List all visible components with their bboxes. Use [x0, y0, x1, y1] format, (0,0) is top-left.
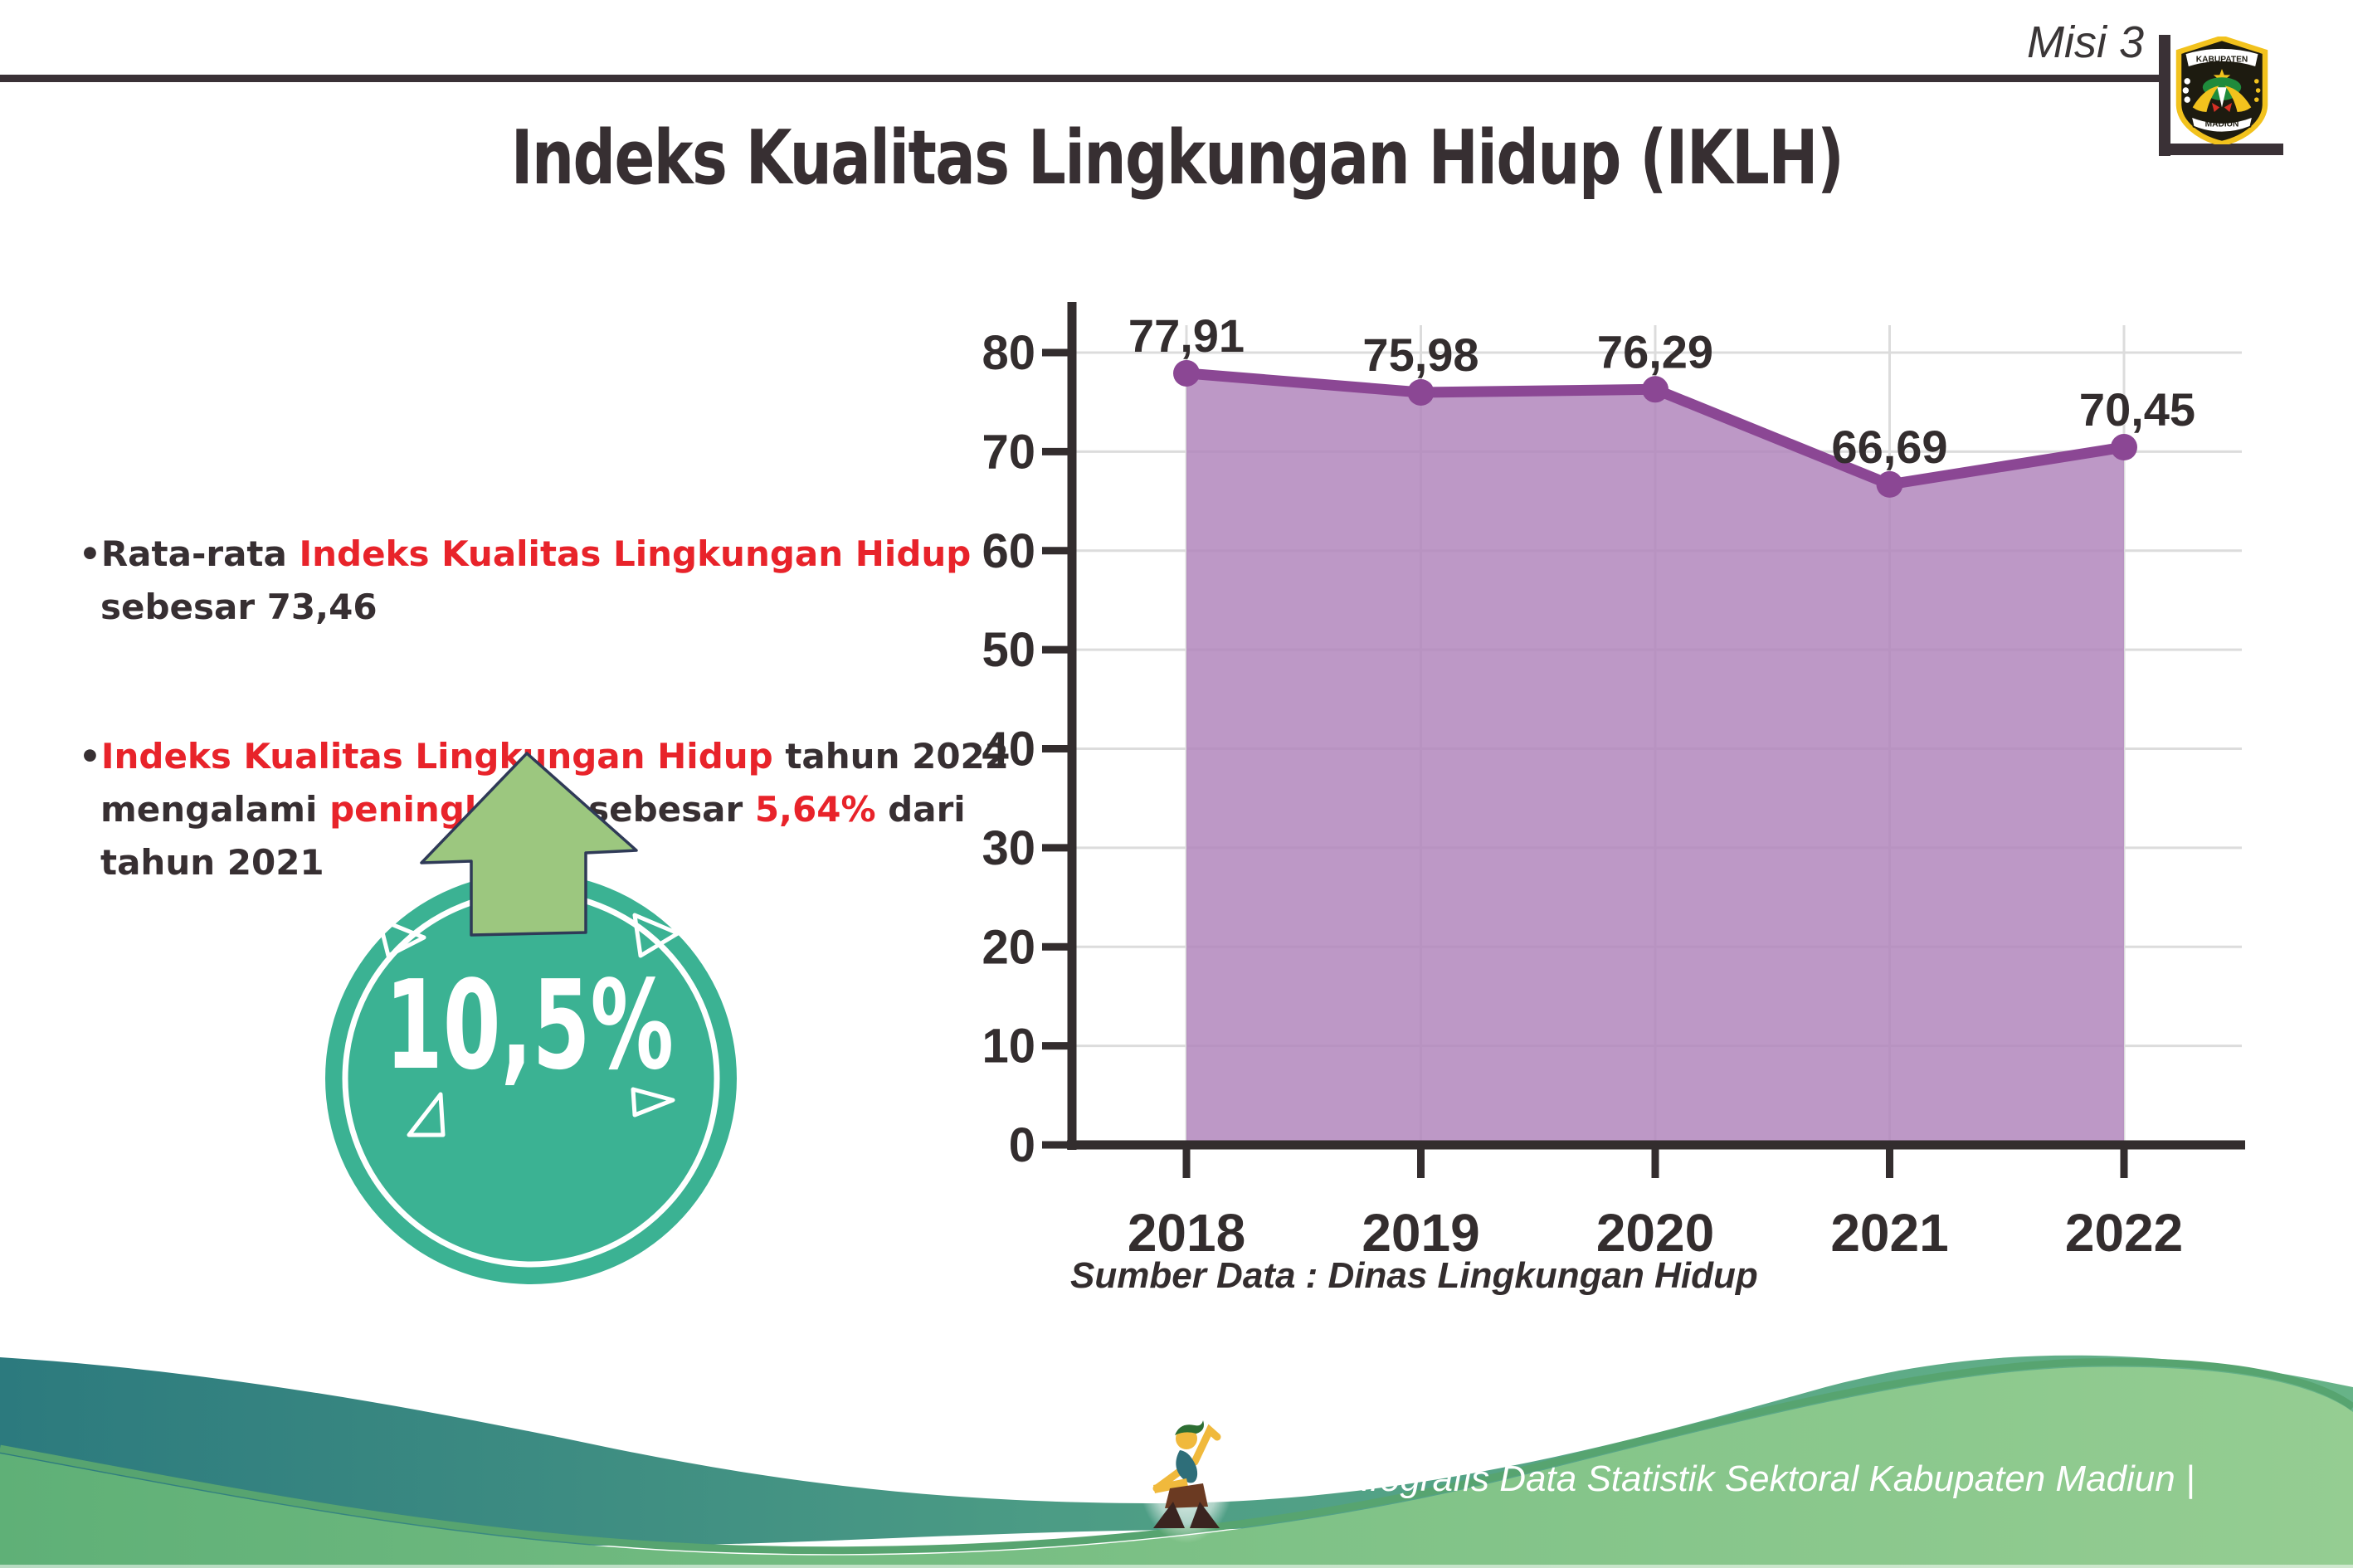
data-point	[1173, 359, 1200, 387]
logo-cotton-2	[2182, 87, 2190, 94]
chart-source-caption: Sumber Data : Dinas Lingkungan Hidup	[1070, 1255, 1758, 1296]
insight-text-highlight: Indeks Kualitas Lingkungan Hidup	[299, 533, 972, 574]
insight-text: •	[79, 736, 101, 777]
x-axis-label: 2019	[1362, 1203, 1479, 1263]
logo-right-wing	[2224, 85, 2252, 112]
value-label: 75,98	[1362, 329, 1479, 381]
y-tick-label: 20	[982, 920, 1035, 974]
logo-wheat-3	[2254, 97, 2259, 102]
mission-label: Misi 3	[2026, 17, 2144, 67]
logo-frame-vertical	[2159, 35, 2170, 156]
footer-credit: Media Infografis Data Statistik Sektoral…	[1230, 1458, 2195, 1499]
x-axis-label: 2020	[1596, 1203, 1714, 1263]
page-title-text: Indeks Kualitas Lingkungan Hidup (IKLH)	[510, 114, 1844, 202]
x-axis-label: 2022	[2065, 1203, 2183, 1263]
data-point	[2111, 434, 2137, 461]
data-point	[1642, 376, 1669, 403]
badge-spark-top-left	[377, 917, 426, 958]
footer-bottom-line	[0, 1565, 2353, 1568]
insight-text: tahun 2022 mengalami	[100, 736, 1009, 830]
badge-spark-bottom-left	[407, 1092, 446, 1137]
mascot-sash	[1153, 1478, 1188, 1493]
logo-red-ribbon-left	[2211, 102, 2220, 112]
mascot-head	[1176, 1428, 1197, 1449]
data-point	[1407, 378, 1435, 406]
y-tick-label: 50	[982, 623, 1035, 677]
y-tick-label: 30	[982, 821, 1035, 875]
mascot-raised-arm	[1191, 1424, 1221, 1466]
footer-wave	[0, 1355, 2353, 1568]
insight-text: sebesar 73,46	[100, 587, 378, 627]
logo-left-wing	[2192, 85, 2219, 112]
mascot-right-leg	[1190, 1502, 1220, 1528]
increase-badge: 10,5%	[325, 752, 737, 1284]
badge-circle	[325, 873, 737, 1284]
insight-text: sebesar	[576, 789, 755, 830]
mascot-skirt	[1165, 1483, 1208, 1508]
logo-red-ribbon-right	[2224, 102, 2233, 112]
y-tick-label: 0	[1009, 1118, 1035, 1172]
y-tick-label: 10	[982, 1020, 1035, 1074]
value-label: 77,91	[1128, 309, 1245, 362]
page-title: Indeks Kualitas Lingkungan Hidup (IKLH)	[0, 114, 2353, 202]
insight-text: •Rata-rata	[79, 533, 300, 574]
header-rule	[0, 75, 2165, 82]
logo-wheat-2	[2255, 88, 2261, 93]
wave-rim	[0, 1358, 2353, 1555]
value-label: 66,69	[1831, 421, 1947, 473]
logo-cotton-1	[2184, 78, 2190, 85]
y-tick-label: 80	[982, 326, 1035, 380]
logo-wheat-1	[2254, 79, 2259, 84]
insight-text: dari tahun 2021	[100, 789, 966, 883]
kabupaten-madiun-logo-icon: KABUPATEN MADIUN	[2175, 37, 2268, 144]
insight-text-highlight: 5,64%	[754, 789, 876, 830]
logo-tree-canopy	[2204, 90, 2239, 101]
badge-spark-bottom-right	[631, 1087, 675, 1118]
logo-cotton-3	[2184, 96, 2190, 103]
logo-top-banner	[2184, 47, 2260, 69]
x-axis-label: 2021	[1830, 1203, 1948, 1263]
insight-average: •Rata-rata Indeks Kualitas Lingkungan Hi…	[79, 528, 1074, 634]
value-label: 70,45	[2079, 383, 2195, 436]
y-tick-label: 60	[982, 524, 1035, 578]
logo-bottom-banner	[2190, 115, 2254, 134]
mascot-left-leg	[1153, 1502, 1185, 1528]
logo-keris	[2217, 87, 2227, 108]
badge-spark-top-right	[632, 913, 680, 958]
value-label: 76,29	[1597, 325, 1713, 377]
mascot-hair	[1175, 1420, 1204, 1435]
data-point	[1876, 470, 1903, 498]
up-arrow-icon	[420, 752, 638, 937]
logo-frame-horizontal	[2159, 144, 2283, 155]
logo-top-text: KABUPATEN	[2196, 56, 2248, 65]
x-axis-label: 2018	[1128, 1203, 1245, 1263]
iklh-area-chart: 0 10 20 30 40 50 60 70 80 2018 2019 2020 2021 2022 77,…	[982, 302, 2245, 1296]
mascot-torso	[1176, 1450, 1198, 1483]
y-tick-label: 70	[982, 425, 1035, 479]
teal-wave	[0, 1355, 2353, 1546]
y-tick-label: 40	[982, 723, 1035, 777]
green-wave	[0, 1366, 2353, 1568]
insight-list: •Rata-rata Indeks Kualitas Lingkungan Hi…	[79, 475, 1074, 986]
badge-value: 10,5%	[385, 954, 674, 1097]
area-fill	[1186, 373, 2124, 1146]
dancer-mascot-icon	[1138, 1410, 1235, 1543]
logo-bottom-text: MADIUN	[2205, 120, 2239, 129]
